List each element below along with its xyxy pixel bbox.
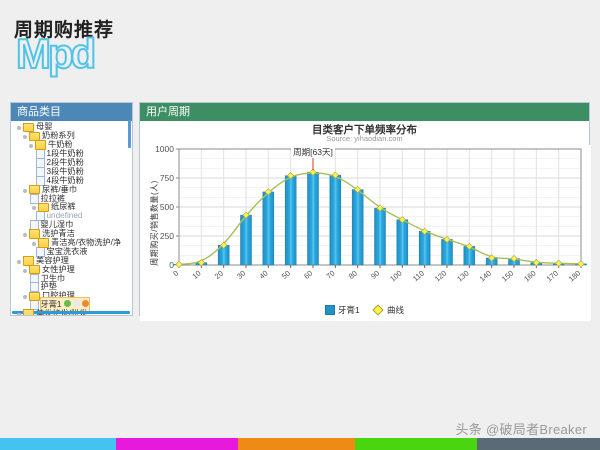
svg-text:Mpd: Mpd	[16, 30, 94, 77]
svg-text:1000: 1000	[155, 145, 174, 154]
svg-text:周期[63天]: 周期[63天]	[293, 147, 333, 157]
